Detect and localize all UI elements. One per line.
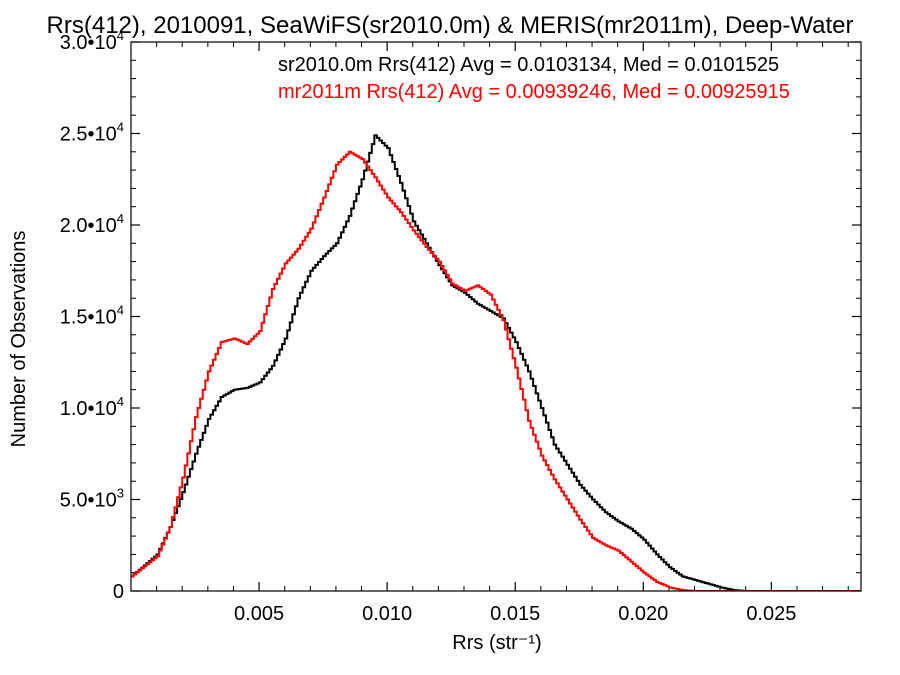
plot-area — [130, 41, 862, 592]
y-axis: 0 5.0•103 1.0•104 1.5•104 2.0•104 2.5•104 3.0•… — [60, 28, 861, 603]
y-tick-label: 2.0•104 — [60, 211, 124, 237]
legend-entry-sr2010.0m: sr2010.0m Rrs(412) Avg = 0.0103134, Med … — [278, 54, 779, 76]
series-lines — [131, 134, 861, 591]
x-tick-label: 0.005 — [234, 603, 284, 625]
x-tick-label: 0.025 — [746, 603, 796, 625]
y-tick-label: 2.5•104 — [60, 120, 124, 146]
y-tick-label: 5.0•103 — [60, 486, 124, 512]
x-tick-label: 0.020 — [618, 603, 668, 625]
series-line-mr2011m — [131, 150, 861, 591]
series-line-sr2010.0m — [131, 134, 861, 591]
chart-title: Rrs(412), 2010091, SeaWiFS(sr2010.0m) & … — [47, 12, 854, 39]
y-tick-label: 0 — [113, 581, 124, 603]
x-axis-label: Rrs (str⁻¹) — [452, 632, 541, 654]
y-tick-label: 3.0•104 — [60, 28, 124, 54]
legend: sr2010.0m Rrs(412) Avg = 0.0103134, Med … — [278, 54, 790, 103]
x-tick-label: 0.015 — [490, 603, 540, 625]
y-tick-label: 1.0•104 — [60, 394, 124, 420]
x-axis: 0.005 0.010 0.015 0.020 0.025 — [156, 42, 849, 625]
plot-frame — [130, 41, 862, 592]
x-tick-label: 0.010 — [362, 603, 412, 625]
y-axis-label: Number of Observations — [8, 231, 30, 448]
y-tick-label: 1.5•104 — [60, 303, 124, 329]
legend-entry-mr2011m: mr2011m Rrs(412) Avg = 0.00939246, Med =… — [278, 81, 790, 103]
